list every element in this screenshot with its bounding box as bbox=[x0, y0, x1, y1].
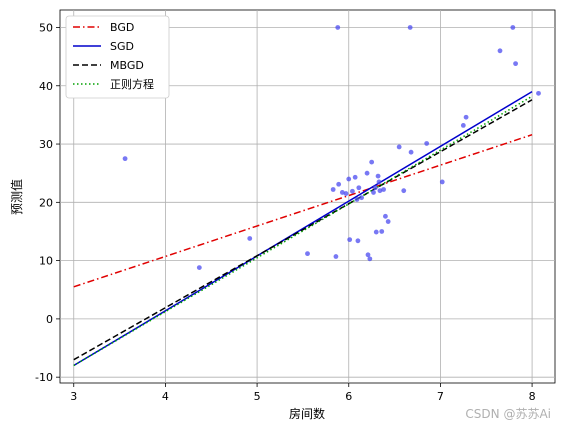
scatter-point bbox=[424, 141, 430, 146]
scatter-point bbox=[372, 185, 378, 191]
axis-ticks: 3 4 5 6 7 8 -10 0 10 20 30 40 50 bbox=[35, 21, 536, 403]
scatter-point bbox=[247, 236, 253, 241]
scatter-point bbox=[196, 265, 202, 271]
scatter-point bbox=[347, 237, 353, 243]
scatter-point bbox=[333, 254, 339, 259]
x-tick-label: 7 bbox=[437, 390, 444, 403]
legend-frame bbox=[65, 15, 170, 99]
watermark: CSDN @苏苏Ai bbox=[465, 407, 551, 421]
legend: BGD SGD MBGD 正则方程 bbox=[65, 15, 170, 99]
scatter-point bbox=[383, 213, 388, 219]
scatter-point bbox=[439, 179, 445, 185]
scatter-point bbox=[536, 90, 541, 96]
scatter-point bbox=[375, 173, 381, 179]
scatter-point bbox=[463, 114, 469, 120]
scatter-points bbox=[122, 25, 541, 271]
scatter-point bbox=[385, 219, 391, 224]
scatter-point bbox=[510, 25, 516, 30]
y-tick-label: 40 bbox=[39, 80, 53, 93]
x-tick-label: 8 bbox=[529, 390, 536, 403]
scatter-point bbox=[305, 251, 310, 257]
scatter-point bbox=[396, 144, 402, 150]
x-axis-label: 房间数 bbox=[289, 406, 325, 421]
scatter-point bbox=[122, 156, 128, 162]
scatter-point bbox=[355, 238, 361, 244]
regression-lines bbox=[73, 90, 533, 367]
x-tick-label: 3 bbox=[70, 390, 77, 403]
x-tick-label: 4 bbox=[162, 390, 169, 403]
scatter-point bbox=[513, 61, 518, 67]
legend-entry: 正则方程 bbox=[110, 77, 154, 91]
scatter-point bbox=[401, 188, 407, 194]
scatter-point bbox=[460, 122, 466, 128]
legend-entry: BGD bbox=[110, 21, 134, 34]
y-tick-label: 10 bbox=[39, 255, 53, 268]
scatter-point bbox=[350, 188, 355, 194]
series-line-1 bbox=[73, 134, 533, 288]
scatter-point bbox=[369, 159, 375, 165]
scatter-point bbox=[364, 170, 370, 176]
scatter-point bbox=[367, 256, 373, 262]
scatter-point bbox=[359, 195, 364, 201]
y-tick-label: 0 bbox=[46, 313, 53, 326]
scatter-point bbox=[407, 25, 413, 30]
scatter-point bbox=[371, 190, 376, 195]
x-tick-label: 6 bbox=[345, 390, 352, 403]
scatter-point bbox=[379, 229, 385, 234]
scatter-point bbox=[352, 174, 358, 180]
x-tick-label: 5 bbox=[254, 390, 261, 403]
y-axis-label: 预测值 bbox=[9, 179, 24, 215]
scatter-point bbox=[408, 149, 414, 155]
y-tick-label: 20 bbox=[39, 196, 53, 209]
scatter-point bbox=[497, 48, 503, 54]
series-line-4 bbox=[73, 95, 533, 367]
scatter-point bbox=[365, 252, 371, 258]
series-line-3 bbox=[73, 99, 533, 361]
legend-entry: MBGD bbox=[110, 59, 144, 72]
scatter-point bbox=[336, 181, 342, 187]
scatter-point bbox=[381, 187, 386, 192]
y-tick-label: 30 bbox=[39, 138, 53, 151]
scatter-point bbox=[339, 190, 345, 195]
scatter-point bbox=[356, 185, 362, 191]
scatter-point bbox=[377, 188, 383, 194]
scatter-point bbox=[346, 176, 352, 182]
scatter-point bbox=[354, 197, 360, 202]
y-tick-label: -10 bbox=[35, 371, 53, 384]
scatter-point bbox=[343, 191, 349, 196]
y-tick-label: 50 bbox=[39, 21, 53, 34]
scatter-point bbox=[373, 229, 379, 235]
legend-entry: SGD bbox=[110, 40, 134, 53]
scatter-point bbox=[330, 187, 336, 192]
scatter-point bbox=[335, 25, 341, 30]
scatter-point bbox=[376, 179, 382, 185]
